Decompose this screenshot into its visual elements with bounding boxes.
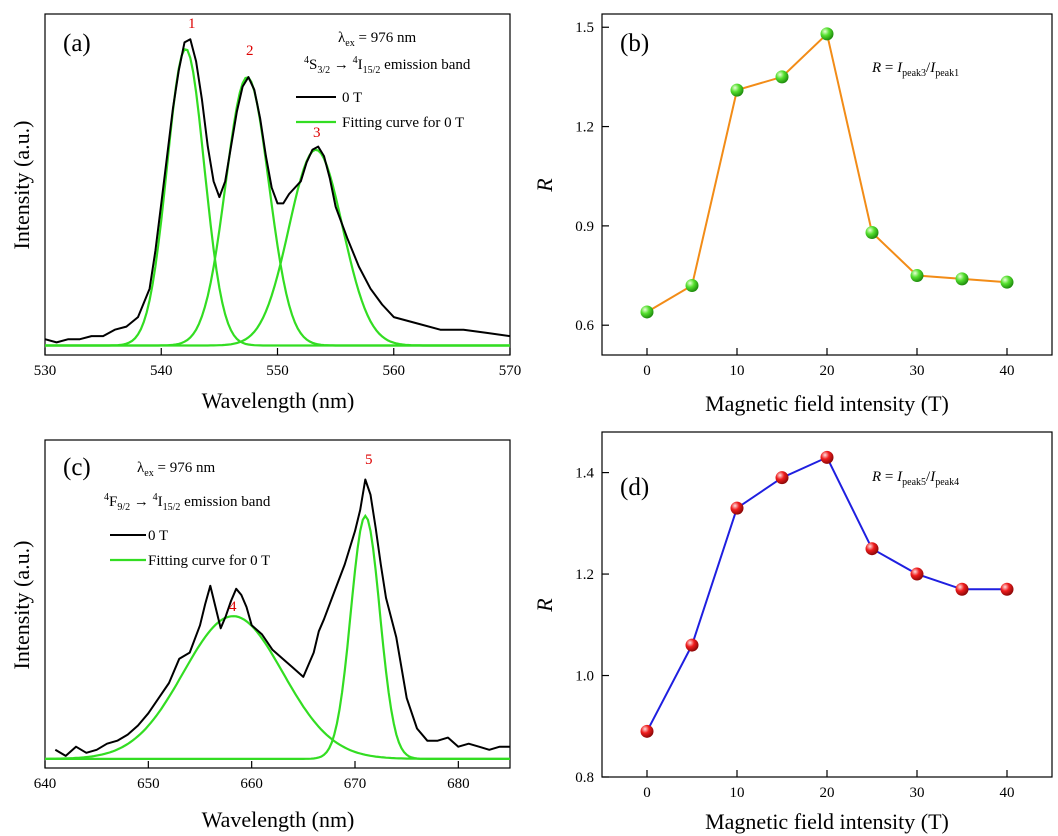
panel-b-frame xyxy=(601,13,1053,356)
panel-a-y-label: Intensity (a.u.) xyxy=(9,121,34,250)
panel-c-fit-curve-peak-5 xyxy=(45,513,510,761)
panel-d-point-35 xyxy=(955,582,969,596)
panel-d-y-ticks: 0.8 1.0 1.2 1.4 xyxy=(575,466,609,786)
panel-c-y-label: Intensity (a.u.) xyxy=(9,541,34,670)
panel-d-x-tick-label-0: 0 xyxy=(643,785,651,801)
panel-b-x-tick-label-20: 20 xyxy=(820,363,835,379)
panel-a-x-tick-label-570: 570 xyxy=(499,363,522,379)
panel-c-x-tick-label-680: 680 xyxy=(447,776,470,792)
panel-d-x-tick-label-30: 30 xyxy=(910,785,925,801)
panel-b-x-ticks: 0 10 20 30 40 xyxy=(643,348,1015,379)
panel-b-y-label: R xyxy=(532,178,557,193)
panel-a-x-ticks: 530 540 550 560 570 xyxy=(34,348,522,379)
panel-d-frame xyxy=(601,431,1053,778)
panel-d-y-tick-label-0.8: 0.8 xyxy=(575,770,594,786)
panel-b: 0 10 20 30 40 0.6 0.9 1.2 1.5 (b) R = Ipeak3/Ip… xyxy=(532,13,1053,416)
panel-a-legend-label-measured: 0 T xyxy=(342,90,362,106)
panel-b-y-tick-label-0.6: 0.6 xyxy=(575,318,594,334)
panel-a-measured-line xyxy=(44,38,511,344)
panel-d-point-30 xyxy=(910,567,924,581)
panel-d: 0 10 20 30 40 0.8 1.0 1.2 1.4 (d) R = Ipeak5/Ip… xyxy=(532,431,1053,834)
panel-a: 530 540 550 560 570 (a) λex = 976 nm 4S3/2 →… xyxy=(9,13,522,413)
panel-c-x-tick-label-640: 640 xyxy=(34,776,57,792)
panel-a-x-tick-label-540: 540 xyxy=(150,363,173,379)
panel-c-x-tick-label-670: 670 xyxy=(344,776,367,792)
panel-b-point-20 xyxy=(820,27,834,41)
panel-c-peak-label-4: 4 xyxy=(229,599,237,615)
panel-b-x-tick-label-40: 40 xyxy=(1000,363,1015,379)
panel-b-point-15 xyxy=(775,70,789,84)
panel-b-y-tick-label-1.2: 1.2 xyxy=(575,120,594,136)
panel-d-x-tick-label-10: 10 xyxy=(730,785,745,801)
panel-c-frame xyxy=(44,439,511,769)
panel-d-point-5 xyxy=(685,638,699,652)
panel-b-y-ticks: 0.6 0.9 1.2 1.5 xyxy=(575,20,609,334)
panel-c-excitation: λex = 976 nm xyxy=(137,460,215,479)
panel-c-transition: 4F9/2 → 4I15/2 emission band xyxy=(104,492,271,513)
panel-b-markers xyxy=(640,27,1014,319)
panel-b-label: (b) xyxy=(620,30,649,57)
panel-b-x-tick-label-10: 10 xyxy=(730,363,745,379)
panel-c-peak-label-5: 5 xyxy=(365,452,373,468)
panel-c-x-label: Wavelength (nm) xyxy=(202,807,355,832)
panel-a-fit-curve-peak-3 xyxy=(45,148,510,347)
panel-d-point-20 xyxy=(820,450,834,464)
panel-c-x-ticks: 640 650 660 670 680 xyxy=(34,761,470,792)
panel-d-y-label: R xyxy=(532,598,557,613)
panel-a-transition: 4S3/2 → 4I15/2 emission band xyxy=(304,55,471,76)
panel-d-markers xyxy=(640,450,1014,738)
panel-d-x-tick-label-40: 40 xyxy=(1000,785,1015,801)
panel-d-formula: R = Ipeak5/Ipeak4 xyxy=(871,469,959,488)
panel-c-label: (c) xyxy=(63,454,91,481)
panel-d-y-tick-label-1.4: 1.4 xyxy=(575,466,594,482)
panel-d-x-label: Magnetic field intensity (T) xyxy=(705,809,949,834)
panel-b-point-35 xyxy=(955,272,969,286)
panel-a-fit-curve-peak-1 xyxy=(45,48,510,347)
panel-b-formula: R = Ipeak3/Ipeak1 xyxy=(871,60,959,79)
panel-c-legend-label-measured: 0 T xyxy=(148,528,168,544)
panel-d-point-10 xyxy=(730,501,744,515)
panel-d-point-15 xyxy=(775,471,789,485)
panel-b-point-30 xyxy=(910,269,924,283)
panel-c-fit-curve-peak-4 xyxy=(45,615,510,761)
panel-d-y-tick-label-1.2: 1.2 xyxy=(575,567,594,583)
panel-b-x-tick-label-0: 0 xyxy=(643,363,651,379)
panel-b-point-0 xyxy=(640,305,654,319)
panel-a-excitation: λex = 976 nm xyxy=(338,30,416,49)
panel-d-point-0 xyxy=(640,724,654,738)
panel-a-x-tick-label-560: 560 xyxy=(383,363,406,379)
panel-c-x-tick-label-650: 650 xyxy=(137,776,160,792)
panel-a-peak-label-2: 2 xyxy=(246,43,254,59)
panel-c-legend-label-fit: Fitting curve for 0 T xyxy=(148,553,270,569)
panel-a-peak-label-1: 1 xyxy=(188,16,196,32)
panel-d-x-ticks: 0 10 20 30 40 xyxy=(643,770,1015,801)
panel-c-x-tick-label-660: 660 xyxy=(240,776,263,792)
panel-a-x-tick-label-530: 530 xyxy=(34,363,57,379)
panel-d-label: (d) xyxy=(620,474,649,501)
panel-a-legend-label-fit: Fitting curve for 0 T xyxy=(342,115,464,131)
panel-d-point-25 xyxy=(865,542,879,556)
panel-b-x-label: Magnetic field intensity (T) xyxy=(705,391,949,416)
panel-c: 640 650 660 670 680 (c) λex = 976 nm 4F9/2 →… xyxy=(9,439,511,832)
panel-b-x-tick-label-30: 30 xyxy=(910,363,925,379)
panel-c-fits xyxy=(45,513,510,761)
panel-b-point-40 xyxy=(1000,275,1014,289)
panel-b-point-10 xyxy=(730,83,744,97)
panel-a-x-tick-label-550: 550 xyxy=(266,363,289,379)
panel-a-fits xyxy=(45,48,510,347)
panel-b-point-25 xyxy=(865,226,879,240)
panel-c-measured-line xyxy=(54,478,510,757)
panel-d-y-tick-label-1.0: 1.0 xyxy=(575,669,594,685)
panel-d-x-tick-label-20: 20 xyxy=(820,785,835,801)
panel-b-point-5 xyxy=(685,278,699,292)
panel-d-series-line xyxy=(646,456,1007,732)
panel-a-x-label: Wavelength (nm) xyxy=(202,388,355,413)
panel-b-y-tick-label-0.9: 0.9 xyxy=(575,219,594,235)
panel-d-point-40 xyxy=(1000,582,1014,596)
panel-b-y-tick-label-1.5: 1.5 xyxy=(575,20,594,36)
panel-a-label: (a) xyxy=(63,30,91,57)
panel-a-peak-label-3: 3 xyxy=(313,125,321,141)
